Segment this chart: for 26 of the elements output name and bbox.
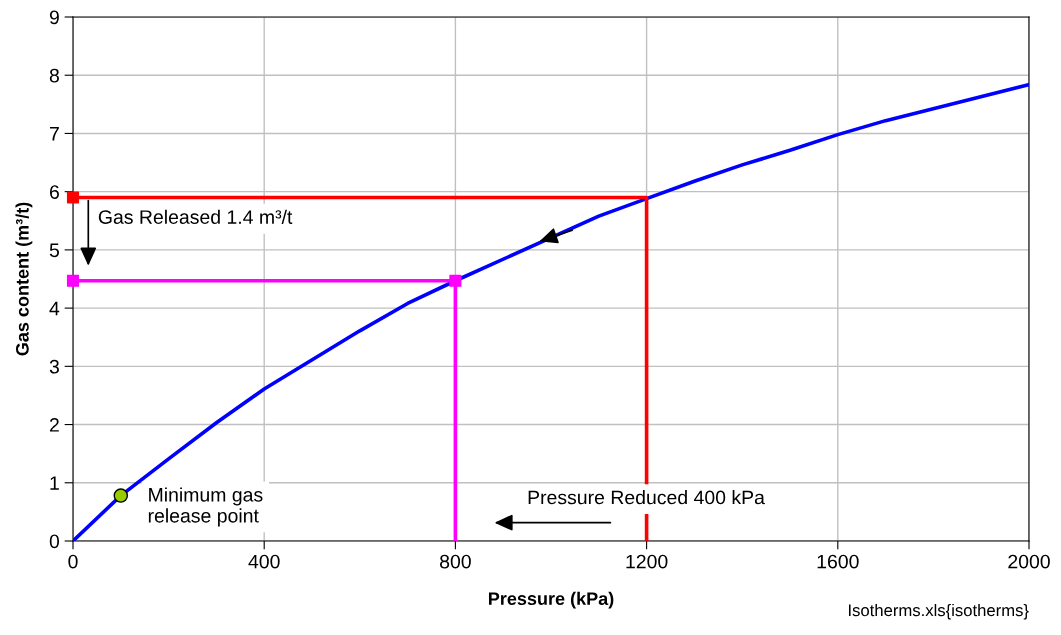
x-tick-label: 2000 [1008,554,1050,569]
x-axis-title: Pressure (kPa) [488,591,614,609]
point [449,274,462,287]
text: Isotherms.xls{isotherms} [849,603,1029,620]
y-tick-label: 6 [49,185,59,199]
x-tick-label: 1200 [626,554,668,569]
annotation: Gas Released 1.4 m³/t [98,209,293,224]
y-tick-label: 3 [49,359,59,374]
annotation: Pressure Reduced 400 kPa [528,490,765,505]
point [66,191,80,204]
point [113,488,129,503]
x-tick-label: 0 [68,554,78,569]
y-tick-label: 0 [49,534,60,549]
x-tick-label: 1600 [817,554,859,569]
y-tick-label: 1 [50,476,59,490]
y-tick-label: 5 [49,243,59,258]
y-axis-title: Gas content (m³/t) [15,202,33,356]
y-tick-label: 7 [49,127,59,141]
y-tick-label: 4 [49,301,60,316]
y-tick-label: 9 [49,10,59,25]
x-tick-label: 800 [440,554,471,569]
x-tick-label: 400 [248,554,280,569]
y-tick-label: 2 [49,418,59,432]
y-tick-label: 8 [49,68,59,83]
annotation: Minimum gas release point [148,487,263,527]
point [66,274,80,287]
